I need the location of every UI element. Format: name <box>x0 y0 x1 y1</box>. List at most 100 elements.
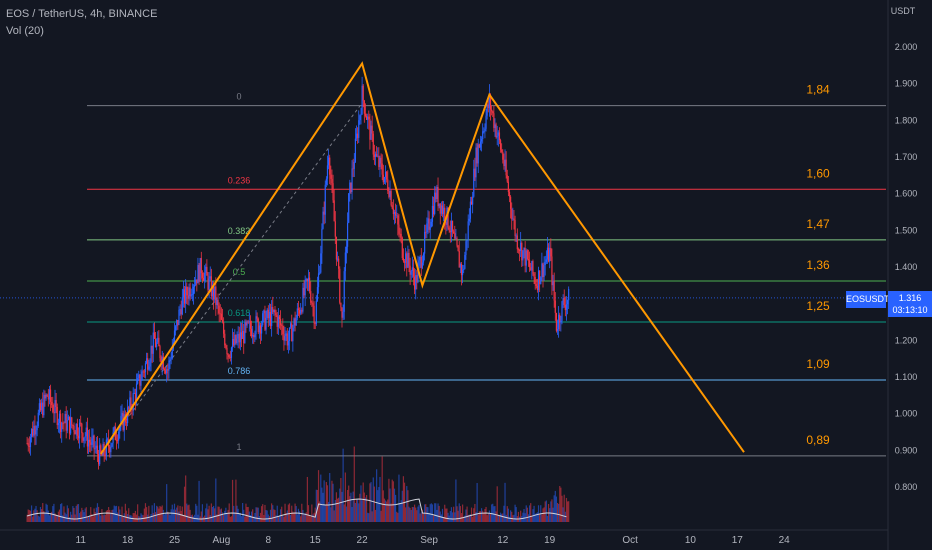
candle-body <box>432 205 435 214</box>
volume-bar <box>271 503 273 522</box>
candle-body <box>56 407 58 426</box>
volume-bar <box>293 512 295 522</box>
candle-body <box>58 413 61 424</box>
volume-bar <box>359 493 361 522</box>
candle-body <box>330 174 332 179</box>
volume-bar <box>529 505 531 522</box>
candle-body <box>215 286 217 306</box>
volume-bar <box>30 505 33 522</box>
candle-body <box>477 144 479 164</box>
candle-body <box>451 220 454 232</box>
candle-body <box>503 159 505 167</box>
target-price-label: 1,84 <box>806 83 830 97</box>
volume-bar <box>459 506 461 522</box>
volume-bar <box>205 508 207 522</box>
candle-body <box>181 297 183 315</box>
candle-body <box>176 320 178 327</box>
candle-body <box>441 205 444 214</box>
volume-bar <box>89 515 91 522</box>
candle-body <box>484 128 486 131</box>
fib-level-label: 0.236 <box>228 175 251 185</box>
volume-bar <box>90 507 92 522</box>
volume-bar <box>431 504 434 522</box>
volume-bar <box>33 510 35 522</box>
volume-bar <box>57 511 59 522</box>
candle-body <box>403 261 406 263</box>
candle-body <box>353 161 355 169</box>
volume-bar <box>451 512 454 522</box>
volume-bar <box>470 507 473 522</box>
candle-body <box>261 325 263 334</box>
volume-bar <box>341 491 343 522</box>
volume-bar <box>324 505 326 522</box>
candle-body <box>370 125 372 140</box>
volume-bar <box>185 475 187 522</box>
volume-bar <box>480 508 483 522</box>
volume-bar <box>202 516 205 522</box>
candle-body <box>226 347 228 355</box>
candle-body <box>448 227 450 231</box>
volume-bar <box>60 504 62 522</box>
candle-body <box>177 320 179 325</box>
candle-body <box>233 338 235 346</box>
volume-bar <box>474 503 476 522</box>
candle-body <box>568 289 570 301</box>
volume-bar <box>430 503 432 522</box>
candle-body <box>160 358 162 365</box>
volume-bar <box>484 508 486 522</box>
candle-body <box>360 114 362 116</box>
candle-body <box>105 439 107 457</box>
time-tick-label: 24 <box>779 535 791 546</box>
volume-bar <box>434 503 436 522</box>
volume-bar <box>227 509 229 522</box>
candle-body <box>145 358 148 364</box>
candle-body <box>137 378 139 384</box>
volume-bar <box>313 512 315 522</box>
candle-body <box>338 258 340 269</box>
candle-body <box>466 240 468 242</box>
volume-bar <box>405 507 407 522</box>
volume-bar <box>86 516 88 522</box>
volume-bar <box>316 489 319 522</box>
volume-bar <box>133 513 135 522</box>
volume-bar <box>334 500 336 522</box>
volume-bar <box>398 474 400 522</box>
volume-bar <box>240 516 243 522</box>
volume-bar <box>269 509 272 522</box>
time-tick-label: 18 <box>122 535 134 546</box>
volume-bar <box>349 496 351 522</box>
candle-body <box>453 231 455 234</box>
candle-body <box>77 435 80 439</box>
volume-bar <box>105 510 107 522</box>
volume-bar <box>166 484 168 522</box>
volume-bar <box>276 505 278 522</box>
candle-body <box>348 193 350 223</box>
candle-body <box>298 310 301 314</box>
candle-body <box>402 258 405 262</box>
candle-body <box>340 302 342 308</box>
volume-bar <box>427 507 429 522</box>
candle-body <box>197 265 199 284</box>
candle-body <box>421 262 423 268</box>
volume-bar <box>116 512 119 522</box>
volume-bar <box>78 513 81 522</box>
candle-body <box>482 131 484 140</box>
candle-body <box>358 120 360 138</box>
volume-bar <box>297 508 300 522</box>
volume-bar <box>506 506 508 522</box>
volume-bar <box>226 514 228 522</box>
candle-body <box>529 260 531 268</box>
volume-bar <box>106 510 109 522</box>
candle-body <box>349 182 351 194</box>
candle-body <box>363 100 365 114</box>
currency-label: USDT <box>891 6 916 16</box>
candle-body <box>531 261 533 271</box>
candle-body <box>214 286 216 300</box>
candle-body <box>321 228 323 254</box>
volume-bar <box>32 516 34 522</box>
volume-bar <box>350 492 352 522</box>
candle-body <box>505 159 507 176</box>
volume-bar <box>123 513 125 522</box>
volume-bar <box>34 508 36 522</box>
